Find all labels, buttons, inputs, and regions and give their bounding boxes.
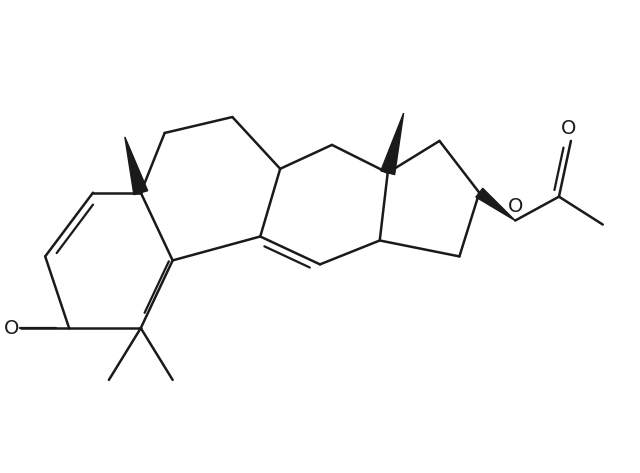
Text: O: O (4, 319, 19, 338)
Text: O: O (561, 120, 577, 139)
Polygon shape (381, 113, 404, 175)
Text: O: O (508, 197, 523, 216)
Polygon shape (125, 137, 148, 195)
Polygon shape (476, 188, 515, 220)
